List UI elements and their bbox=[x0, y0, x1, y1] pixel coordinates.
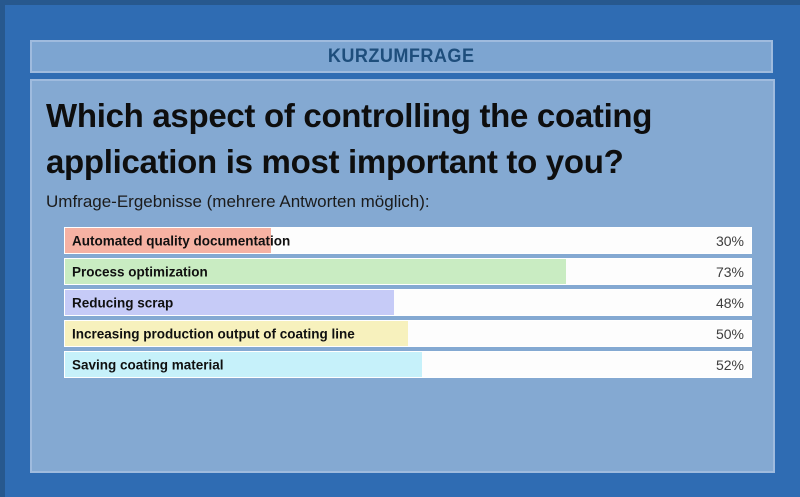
poll-header-title: KURZUMFRAGE bbox=[328, 45, 475, 67]
bar-percentage: 52% bbox=[715, 356, 744, 373]
bar-percentage: 30% bbox=[715, 232, 744, 249]
bar-fill bbox=[65, 290, 395, 315]
bar-percentage: 48% bbox=[715, 294, 744, 311]
poll-bar-increasing-production-output: Increasing production output of coating … bbox=[64, 320, 752, 347]
poll-bar-process-optimization: Process optimization 73% bbox=[64, 258, 752, 285]
bar-label: Reducing scrap bbox=[72, 295, 174, 310]
poll-bar-reducing-scrap: Reducing scrap 48% bbox=[64, 289, 752, 316]
poll-results-panel: Which aspect of controlling the coating … bbox=[30, 79, 775, 473]
bar-fill bbox=[65, 321, 408, 346]
bar-percentage: 73% bbox=[715, 263, 744, 280]
window-edge-top bbox=[0, 0, 800, 5]
poll-question-title: Which aspect of controlling the coating … bbox=[46, 97, 653, 180]
bar-fill bbox=[65, 228, 271, 253]
poll-header-bar: KURZUMFRAGE bbox=[30, 40, 773, 73]
bar-label: Increasing production output of coating … bbox=[72, 326, 355, 341]
window-edge-left bbox=[0, 0, 5, 497]
poll-results-subtitle: Umfrage-Ergebnisse (mehrere Antworten mö… bbox=[46, 192, 430, 212]
poll-results-chart: Automated quality documentation 30% Proc… bbox=[64, 227, 752, 382]
bar-label: Saving coating material bbox=[72, 357, 224, 372]
poll-bar-saving-coating-material: Saving coating material 52% bbox=[64, 351, 752, 378]
bar-label: Process optimization bbox=[72, 264, 208, 279]
bar-fill bbox=[65, 352, 422, 377]
bar-percentage: 50% bbox=[715, 325, 744, 342]
bar-fill bbox=[65, 259, 566, 284]
bar-label: Automated quality documentation bbox=[72, 233, 291, 248]
poll-bar-automated-quality-documentation: Automated quality documentation 30% bbox=[64, 227, 752, 254]
